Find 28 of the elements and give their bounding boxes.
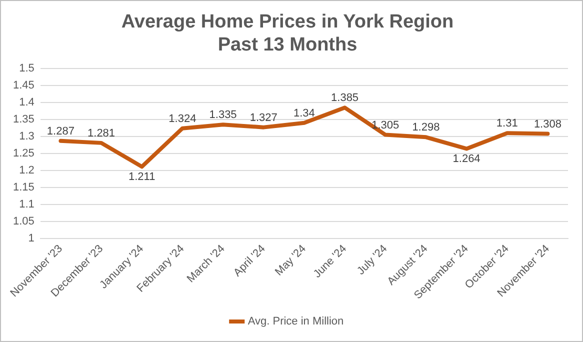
y-tick-label: 1.1 <box>19 198 34 210</box>
y-tick-label: 1.2 <box>19 164 34 176</box>
data-label: 1.385 <box>331 92 359 104</box>
data-label: 1.308 <box>534 118 562 130</box>
data-label: 1.34 <box>293 107 315 120</box>
y-tick-label: 1.25 <box>12 147 34 160</box>
y-tick-label: 1 <box>28 232 34 244</box>
chart-title: Average Home Prices in York Region Past 13 Months <box>121 12 454 56</box>
y-tick-label: 1.45 <box>12 80 34 92</box>
y-tick-label: 1.4 <box>19 96 34 109</box>
data-label: 1.211 <box>128 171 156 184</box>
data-label: 1.31 <box>496 118 518 130</box>
data-label: 1.327 <box>250 112 278 124</box>
y-tick-label: 1.3 <box>19 130 34 143</box>
data-label: 1.335 <box>209 109 237 122</box>
y-tick-label: 1.5 <box>19 62 34 75</box>
y-tick-label: 1.35 <box>12 114 34 126</box>
x-tick-label: May '24 <box>272 242 308 278</box>
x-tick-label: July '24 <box>355 242 390 278</box>
data-label: 1.298 <box>412 122 440 134</box>
data-label: 1.281 <box>88 127 116 140</box>
y-tick-label: 1.05 <box>12 215 34 228</box>
data-label: 1.287 <box>46 125 74 138</box>
data-label: 1.324 <box>168 112 196 125</box>
y-tick-label: 1.15 <box>12 181 34 194</box>
legend-label: Avg. Price in Million <box>248 316 344 328</box>
data-label: 1.305 <box>372 119 400 132</box>
data-label: 1.264 <box>452 153 480 166</box>
